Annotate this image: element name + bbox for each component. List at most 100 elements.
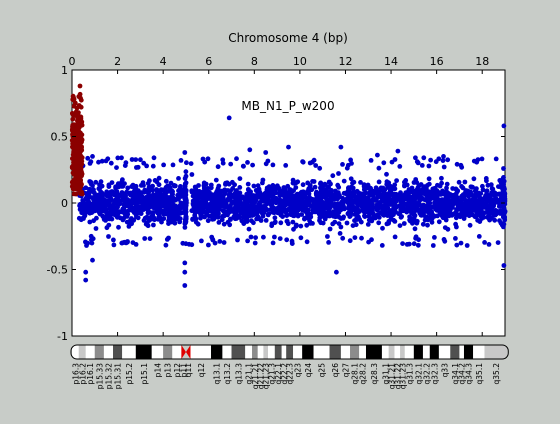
data-point bbox=[259, 192, 265, 198]
data-point bbox=[125, 197, 130, 202]
data-point bbox=[252, 198, 258, 204]
data-point bbox=[477, 210, 483, 216]
data-point bbox=[142, 236, 148, 241]
cytoband-q35.2 bbox=[484, 345, 508, 359]
data-point bbox=[397, 164, 403, 169]
data-point bbox=[263, 150, 269, 155]
data-point bbox=[453, 197, 459, 203]
data-point bbox=[183, 211, 189, 217]
data-point bbox=[326, 179, 332, 185]
data-point bbox=[77, 83, 83, 89]
data-point bbox=[240, 163, 246, 169]
data-point bbox=[270, 162, 276, 168]
data-point bbox=[493, 209, 499, 214]
data-point bbox=[76, 215, 82, 221]
cytoband-label: q31.1 bbox=[381, 363, 390, 385]
cytoband-p16.1 bbox=[85, 345, 95, 359]
data-point bbox=[119, 209, 125, 215]
data-point bbox=[489, 205, 495, 211]
data-point bbox=[453, 236, 458, 241]
data-point bbox=[447, 203, 453, 209]
data-point bbox=[272, 215, 278, 221]
data-point bbox=[474, 159, 480, 165]
data-point bbox=[261, 234, 266, 240]
data-point bbox=[470, 184, 475, 190]
data-point bbox=[70, 152, 76, 158]
data-point bbox=[113, 185, 118, 191]
data-point bbox=[71, 122, 77, 128]
chart-title: Chromosome 4 (bp) bbox=[228, 31, 348, 45]
data-point bbox=[237, 185, 243, 190]
data-point bbox=[119, 179, 125, 185]
data-point bbox=[311, 201, 317, 207]
x-tick-label: 14 bbox=[384, 55, 398, 68]
data-point bbox=[129, 157, 135, 162]
data-point bbox=[183, 169, 189, 175]
data-point bbox=[336, 221, 342, 227]
data-point bbox=[148, 198, 154, 204]
data-point bbox=[256, 216, 262, 222]
data-point bbox=[430, 243, 436, 248]
data-point bbox=[370, 190, 375, 196]
data-point bbox=[189, 242, 195, 248]
data-point bbox=[396, 203, 402, 209]
data-point bbox=[239, 218, 245, 224]
data-point bbox=[136, 199, 142, 204]
data-point bbox=[392, 234, 398, 240]
data-point bbox=[441, 164, 447, 170]
data-point bbox=[401, 206, 407, 212]
data-point bbox=[291, 226, 296, 232]
data-point bbox=[217, 195, 223, 201]
data-point bbox=[169, 219, 175, 225]
data-point bbox=[170, 162, 176, 168]
data-point bbox=[129, 193, 135, 198]
cytoband-p15.32 bbox=[103, 345, 114, 359]
data-point bbox=[135, 215, 141, 221]
data-point bbox=[444, 185, 449, 191]
data-point bbox=[183, 192, 188, 197]
data-point bbox=[397, 223, 403, 229]
cytoband-q33 bbox=[438, 345, 451, 359]
cytoband-p16.3 bbox=[72, 345, 79, 359]
data-point bbox=[70, 93, 76, 99]
data-point bbox=[440, 188, 445, 194]
data-point bbox=[453, 187, 459, 192]
cytoband-label: q21.3 bbox=[267, 363, 276, 385]
data-point bbox=[111, 237, 116, 243]
data-point bbox=[107, 194, 113, 199]
data-point bbox=[361, 203, 366, 209]
cytoband-label: q21.1 bbox=[245, 363, 254, 385]
data-point bbox=[281, 203, 286, 209]
cytoband-q13.2 bbox=[222, 345, 232, 359]
data-point bbox=[202, 214, 208, 220]
data-point bbox=[462, 201, 468, 206]
data-point bbox=[182, 221, 188, 227]
data-point bbox=[251, 212, 257, 218]
data-point bbox=[299, 206, 305, 212]
data-point bbox=[391, 185, 397, 191]
data-point bbox=[289, 241, 295, 247]
sample-annotation: MB_N1_P_w200 bbox=[241, 99, 334, 113]
data-point bbox=[483, 193, 488, 198]
data-point bbox=[425, 222, 430, 228]
data-point bbox=[338, 144, 344, 150]
cytoband-q24 bbox=[302, 345, 314, 359]
data-point bbox=[317, 165, 323, 171]
data-point bbox=[340, 162, 345, 167]
data-point bbox=[416, 237, 421, 243]
data-point bbox=[182, 260, 188, 266]
data-point bbox=[376, 193, 381, 199]
data-point bbox=[208, 204, 214, 210]
data-point bbox=[484, 188, 490, 194]
data-point bbox=[307, 194, 312, 200]
data-point bbox=[330, 221, 336, 227]
data-point bbox=[332, 204, 338, 210]
data-point bbox=[89, 240, 95, 246]
data-point bbox=[314, 195, 320, 201]
cytoband-label: q27 bbox=[341, 363, 350, 378]
data-point bbox=[259, 198, 265, 203]
data-point bbox=[202, 159, 208, 165]
cytoband-p15.2 bbox=[122, 345, 136, 359]
data-point bbox=[329, 199, 334, 205]
